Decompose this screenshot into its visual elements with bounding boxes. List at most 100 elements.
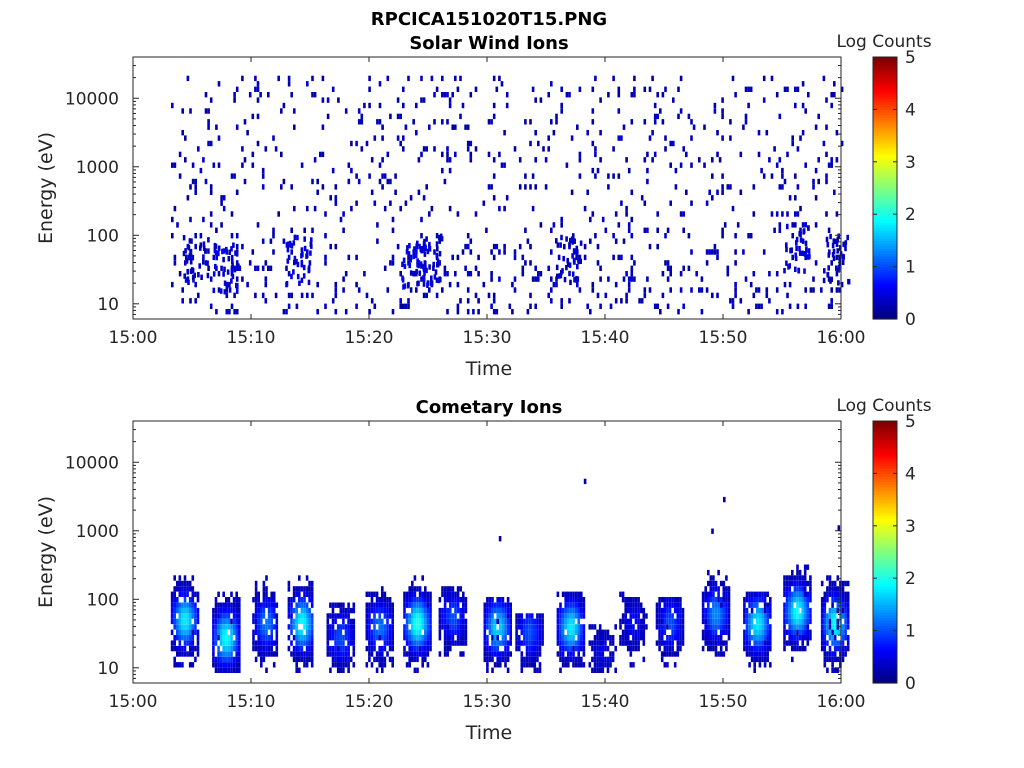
heatmap-cell [352,607,356,614]
heatmap-cell [591,645,594,652]
heatmap-cell [656,92,659,98]
heatmap-cell [762,75,766,82]
heatmap-cell [536,618,539,625]
heatmap-cell [287,292,291,299]
heatmap-cell [466,140,470,147]
heatmap-cell [812,276,815,282]
heatmap-cell [232,629,236,635]
heatmap-cell [840,281,844,288]
heatmap-cell [726,265,730,271]
heatmap-cell [277,75,280,82]
heatmap-cell [536,629,539,635]
heatmap-cell [743,607,746,614]
heatmap-cell [560,102,563,109]
heatmap-cell [648,243,652,250]
heatmap-cell [441,75,444,82]
heatmap-cell [456,635,460,641]
heatmap-cell [823,629,827,635]
heatmap-cell [743,602,746,608]
heatmap-cell [375,602,379,608]
heatmap-cell [286,247,290,253]
heatmap-cell [572,624,575,630]
heatmap-cell [456,281,460,288]
heatmap-cell [451,586,455,592]
heatmap-cell [626,629,630,635]
heatmap-cell [785,260,788,266]
heatmap-cell [525,640,529,646]
heatmap-cell [504,651,507,657]
colorbar-segment [873,651,897,655]
heatmap-cell [306,249,309,255]
y-tick-label: 100 [87,226,119,246]
heatmap-cell [739,298,743,304]
heatmap-cell [766,624,769,630]
heatmap-cell [451,254,454,261]
heatmap-cell [432,261,435,268]
heatmap-cell [820,602,824,608]
heatmap-cell [637,645,640,652]
x-tick-label: 15:40 [581,692,630,712]
heatmap-cell [673,624,677,630]
heatmap-cell [499,602,502,608]
heatmap-cell [305,629,309,635]
heatmap-cell [621,597,625,603]
heatmap-cell [666,651,669,657]
heatmap-cell [844,618,847,625]
heatmap-cell [763,656,767,663]
heatmap-cell [630,92,634,98]
heatmap-cell [223,280,227,286]
heatmap-cell [567,651,570,657]
heatmap-cell [191,575,195,581]
heatmap-cell [572,613,575,619]
x-tick-label: 15:50 [699,328,748,348]
heatmap-cell [204,108,208,114]
heatmap-cell [298,656,301,663]
heatmap-cell [490,119,493,125]
heatmap-cell [645,613,648,619]
heatmap-cell [841,645,845,652]
y-tick-label: 10 [97,295,119,315]
heatmap-cell [769,602,772,608]
heatmap-cell [413,667,417,673]
heatmap-cell [269,238,273,244]
heatmap-cell [626,597,630,603]
heatmap-cell [572,607,575,614]
heatmap-cell [257,597,260,603]
heatmap-cell [722,651,726,657]
colorbar-segment [873,444,897,448]
heatmap-cell [399,205,402,212]
heatmap-cell [222,195,226,201]
heatmap-cell [669,140,672,147]
heatmap-cell [254,597,258,603]
heatmap-cell [533,618,537,625]
colorbar-segment [873,641,897,645]
heatmap-cell [228,249,231,255]
heatmap-cell [378,662,381,668]
heatmap-cell [326,613,330,619]
heatmap-cell [794,222,797,228]
heatmap-cell [609,651,612,657]
heatmap-cell [528,656,531,663]
heatmap-cell [796,184,800,190]
heatmap-cell [310,629,314,635]
heatmap-cell [607,276,610,282]
heatmap-cell [425,236,428,242]
heatmap-cell [391,602,394,608]
heatmap-cell [275,645,279,652]
heatmap-cell [207,248,210,254]
heatmap-cell [614,238,618,244]
heatmap-cell [796,640,799,646]
heatmap-cell [804,222,807,228]
heatmap-cell [757,151,761,158]
heatmap-cell [446,591,449,597]
heatmap-cell [433,92,436,98]
heatmap-cell [464,624,468,630]
heatmap-cell [310,243,313,249]
heatmap-cell [264,276,268,282]
heatmap-cell [381,184,384,190]
heatmap-cell [483,635,487,641]
heatmap-cell [839,586,842,592]
heatmap-cell [803,586,807,592]
heatmap-cell [270,597,273,603]
